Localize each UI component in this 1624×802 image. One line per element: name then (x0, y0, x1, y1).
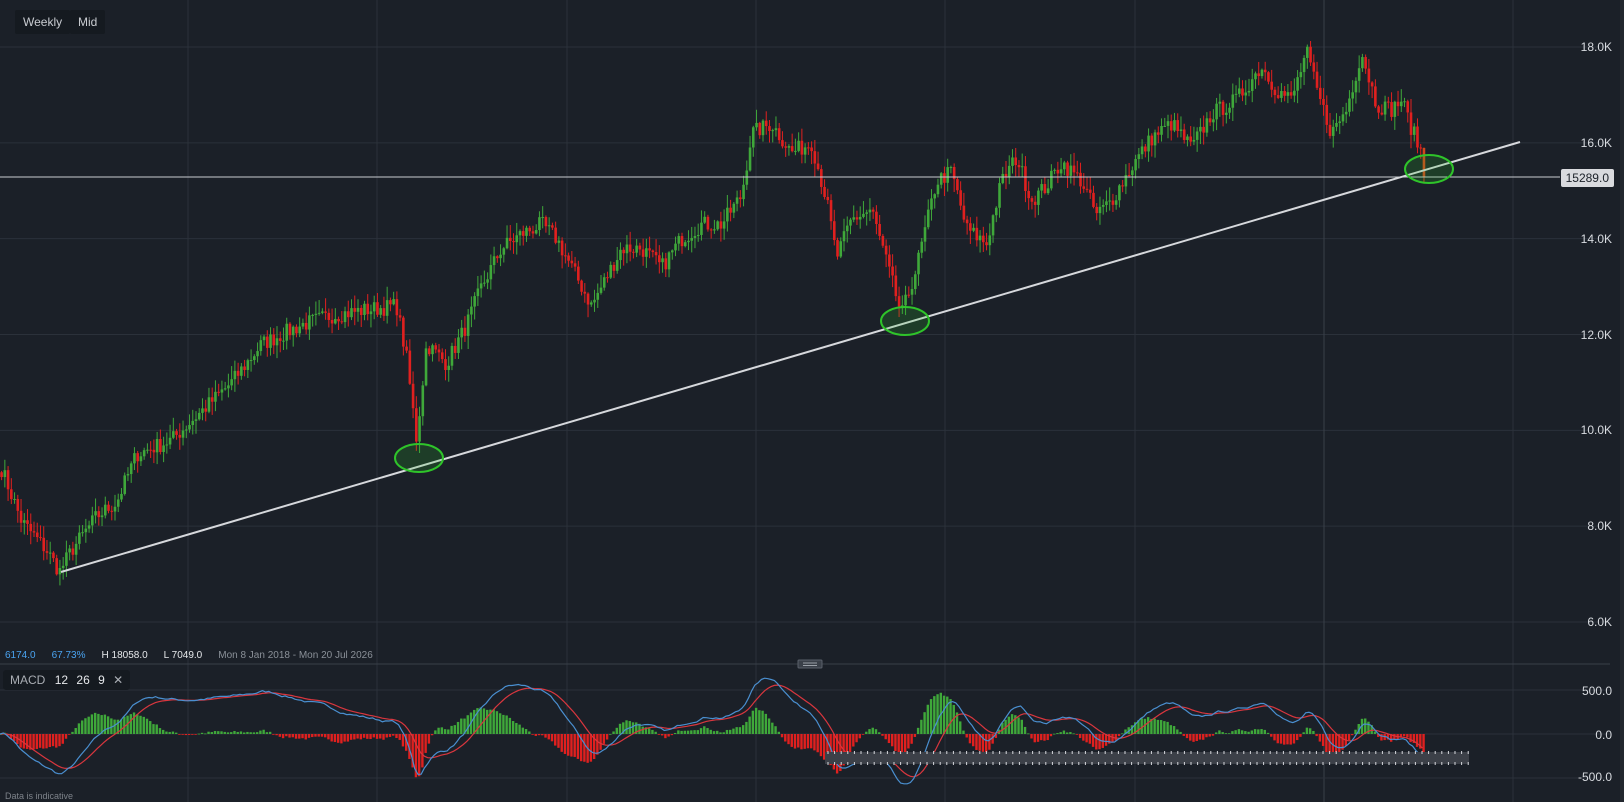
support-touch-marker[interactable] (394, 443, 444, 473)
price-axis-label: 10.0K (1580, 423, 1612, 437)
macd-signal-period[interactable]: 9 (98, 673, 105, 687)
macd-legend: MACD 12 26 9 ✕ (3, 670, 131, 690)
trendline[interactable] (60, 141, 1521, 573)
price-axis-label: 16.0K (1580, 136, 1612, 150)
price-axis-label: 8.0K (1587, 519, 1612, 533)
macd-fast-period[interactable]: 12 (54, 673, 69, 687)
price-axis-label: 18.0K (1580, 40, 1612, 54)
support-touch-marker[interactable] (1404, 154, 1454, 184)
change-percent: 67.73% (51, 650, 86, 661)
price-axis-label: 12.0K (1580, 328, 1612, 342)
macd-line (0, 677, 1423, 785)
price-axis-label: 14.0K (1580, 232, 1612, 246)
high-value: H 18058.0 (101, 650, 148, 661)
candles (0, 40, 1426, 586)
macd-histogram (0, 692, 1425, 778)
macd-axis-label: 0.0 (1595, 728, 1612, 742)
macd-name: MACD (10, 673, 46, 687)
right-scroll-strip (1620, 0, 1624, 802)
macd-slow-period[interactable]: 26 (76, 673, 90, 687)
pane-resize-handle[interactable] (797, 659, 823, 669)
support-touch-marker[interactable] (880, 306, 930, 336)
current-price-tag: 15289.0 (1560, 169, 1614, 187)
price-axis-label: 6.0K (1587, 615, 1612, 629)
range-scroll-band[interactable] (825, 752, 1469, 764)
interval-button[interactable]: Weekly (15, 10, 71, 34)
date-range: Mon 8 Jan 2018 - Mon 20 Jul 2026 (218, 650, 373, 661)
price-type-button[interactable]: Mid (70, 10, 106, 34)
data-disclaimer: Data is indicative (5, 791, 74, 801)
stats-bar: 6174.0 67.73% H 18058.0 L 7049.0 Mon 8 J… (5, 650, 389, 661)
macd-axis-label: -500.0 (1577, 770, 1612, 784)
change-value: 6174.0 (5, 650, 36, 661)
macd-signal-line (0, 684, 1423, 778)
low-value: L 7049.0 (163, 650, 203, 661)
macd-axis-label: 500.0 (1581, 684, 1612, 698)
close-icon[interactable]: ✕ (113, 673, 124, 687)
